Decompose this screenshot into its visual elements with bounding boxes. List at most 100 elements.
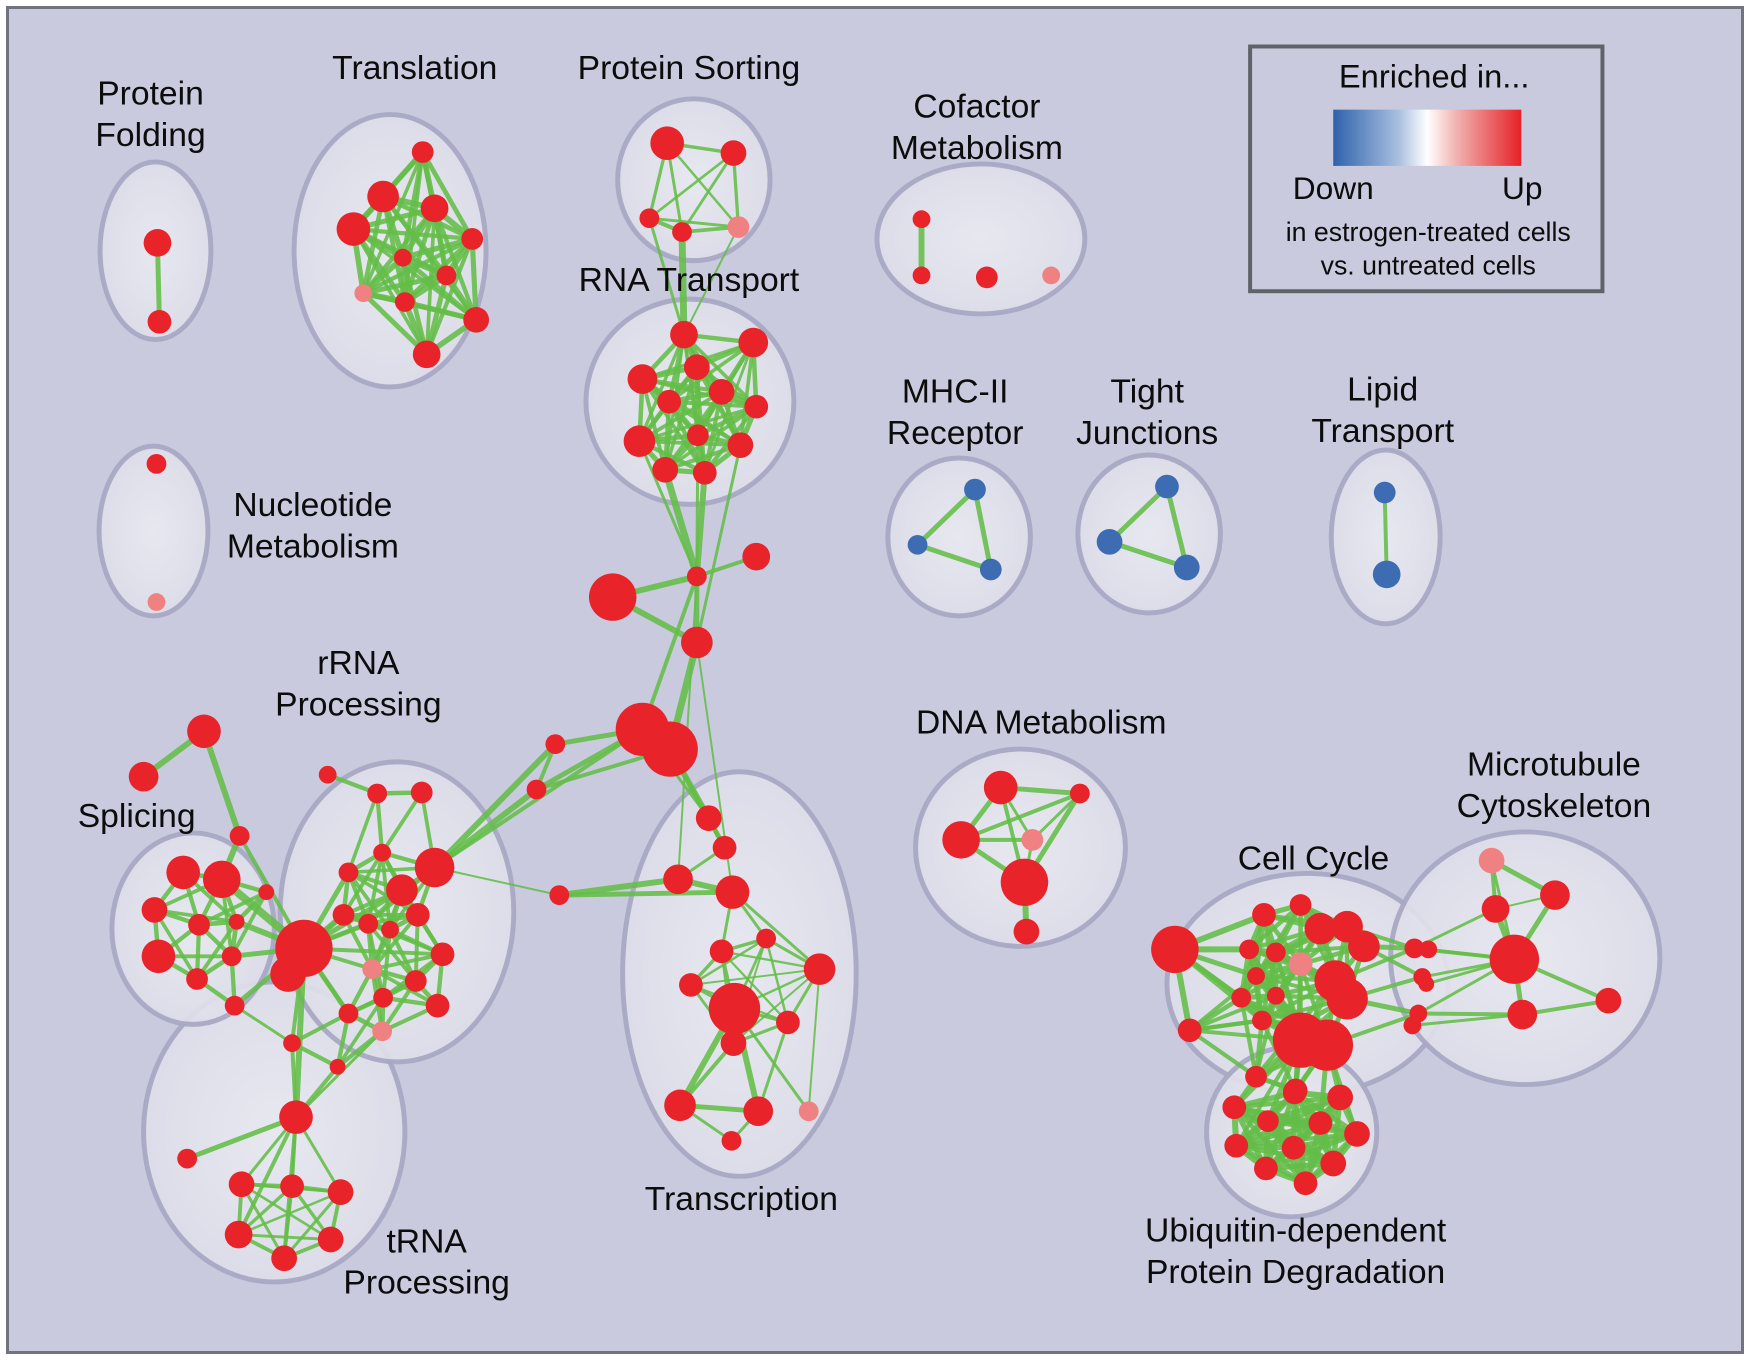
node-ub10 <box>1293 1171 1318 1196</box>
cluster-label-microtubule-cytoskeleton-line1: Cytoskeleton <box>1457 788 1651 825</box>
node-cy4 <box>1304 912 1337 945</box>
node-mh0 <box>964 478 986 501</box>
node-rt11 <box>692 460 717 485</box>
node-rt6 <box>744 394 769 419</box>
edge-ub5-ub8 <box>1263 1131 1360 1171</box>
edge-cc0-cc4 <box>640 574 699 732</box>
node-pf0 <box>143 229 172 257</box>
cluster-label-mhc-ii-receptor-line0: MHC-II <box>902 374 1009 411</box>
edge-rt5-rt7 <box>637 389 724 444</box>
edge-tx5-tx10 <box>764 937 790 1024</box>
node-rr13 <box>404 970 427 992</box>
edge-cy1-cy15 <box>1187 1018 1265 1033</box>
node-tp3 <box>280 1174 304 1199</box>
edge-rr11-rr12 <box>370 952 445 972</box>
cluster-ellipse-nucleotide-metabolism <box>96 443 211 619</box>
edge-dm1-dm2 <box>959 791 1082 842</box>
edge-tx10-tx13 <box>756 1020 790 1113</box>
node-tj0 <box>1155 474 1179 499</box>
edge-rt5-rt11 <box>702 389 724 475</box>
node-ps1 <box>720 140 747 166</box>
node-mc4 <box>1507 999 1538 1030</box>
edge-rr3-rr10 <box>380 850 392 932</box>
node-tl8 <box>394 292 415 312</box>
node-tl2 <box>420 194 449 223</box>
node-mc1 <box>1540 880 1570 910</box>
legend-up-label: Up <box>1502 170 1542 206</box>
node-rr4 <box>338 862 359 883</box>
edge-rr2-rr3 <box>380 790 424 855</box>
node-tp7 <box>271 1245 298 1272</box>
node-cc1 <box>742 542 771 571</box>
edge-ps3-rt0 <box>678 228 688 339</box>
edge-tx4-tx3 <box>556 889 735 898</box>
node-cy0 <box>1151 925 1199 974</box>
node-dm0 <box>983 770 1018 805</box>
edge-rt6-rt7 <box>637 405 758 443</box>
node-cy12 <box>1231 987 1252 1008</box>
node-rt9 <box>727 432 754 458</box>
edge-ub2-ub8 <box>1263 1089 1298 1172</box>
edge-rt0-rt7 <box>637 332 686 443</box>
node-ub2 <box>1282 1080 1307 1105</box>
node-tx3 <box>715 875 750 909</box>
cluster-ellipse-mhc-ii-receptor <box>885 455 1033 619</box>
node-mh2 <box>979 558 1002 581</box>
node-rr18b <box>270 956 306 992</box>
node-ub3 <box>1308 1111 1333 1135</box>
node-cc2 <box>588 573 637 621</box>
legend-title: Enriched in... <box>1339 58 1530 95</box>
node-ps0 <box>650 126 684 160</box>
edge-rt1-rt9 <box>738 340 756 447</box>
node-cy10 <box>1247 967 1265 985</box>
cluster-label-microtubule-cytoskeleton-line0: Microtubule <box>1467 747 1641 784</box>
edge-tx7-tx11 <box>732 968 821 1045</box>
edge-ps1-ps3 <box>680 151 735 234</box>
node-rr11 <box>430 942 455 967</box>
cluster-label-nucleotide-metabolism-line0: Nucleotide <box>233 487 392 524</box>
cluster-label-lipid-transport-line0: Lipid <box>1347 372 1418 409</box>
node-tx6 <box>709 939 734 964</box>
node-ub6 <box>1224 1133 1249 1158</box>
edge-ps2-ps4 <box>647 216 740 229</box>
edge-rr16-rr19 <box>290 1011 351 1046</box>
cluster-label-splicing-line0: Splicing <box>78 798 196 835</box>
node-sp3 <box>188 913 210 936</box>
edge-cy1-cy19 <box>1187 1028 1259 1079</box>
node-ub4 <box>1327 1084 1354 1111</box>
node-cy13 <box>1266 986 1285 1005</box>
node-cy8 <box>1288 952 1313 977</box>
edge-tp5-tp6 <box>237 1233 333 1241</box>
edge-cy3-cy6 <box>1246 902 1303 952</box>
legend-box <box>1248 44 1605 294</box>
legend-caption-line2: vs. untreated cells <box>1321 251 1536 281</box>
cluster-label-cofactor-metabolism-line0: Cofactor <box>913 89 1040 126</box>
node-cc3 <box>681 626 713 659</box>
node-mc8 <box>1419 940 1438 959</box>
edge-tj0-tj2 <box>1164 484 1190 570</box>
node-sp8 <box>258 884 275 901</box>
node-cy6 <box>1239 939 1260 960</box>
node-co3 <box>1042 266 1061 285</box>
edge-mh1-mh2 <box>915 542 994 572</box>
node-tx14 <box>798 1101 819 1122</box>
edge-sa-scn <box>201 728 243 839</box>
node-cy2 <box>1252 903 1276 927</box>
edge-ps0-ps4 <box>665 141 740 229</box>
node-tx8 <box>679 973 703 997</box>
node-rt2 <box>627 364 658 394</box>
node-xc0 <box>1404 938 1425 959</box>
node-tx2 <box>663 864 693 895</box>
node-sp6 <box>186 968 208 990</box>
node-cc6 <box>545 734 566 755</box>
node-rr16 <box>338 1003 359 1024</box>
node-tx11 <box>720 1030 747 1056</box>
edge-rt9-cc3 <box>695 443 742 644</box>
node-dm5 <box>1013 918 1040 945</box>
node-rr14 <box>373 987 394 1008</box>
enrichment-network-svg: Protein Folding Translation Protein Sorting… <box>78 44 1663 1302</box>
node-tp1 <box>177 1148 198 1169</box>
cluster-ellipse-protein-sorting <box>615 96 773 264</box>
edge-tl6-tl7 <box>360 272 449 296</box>
